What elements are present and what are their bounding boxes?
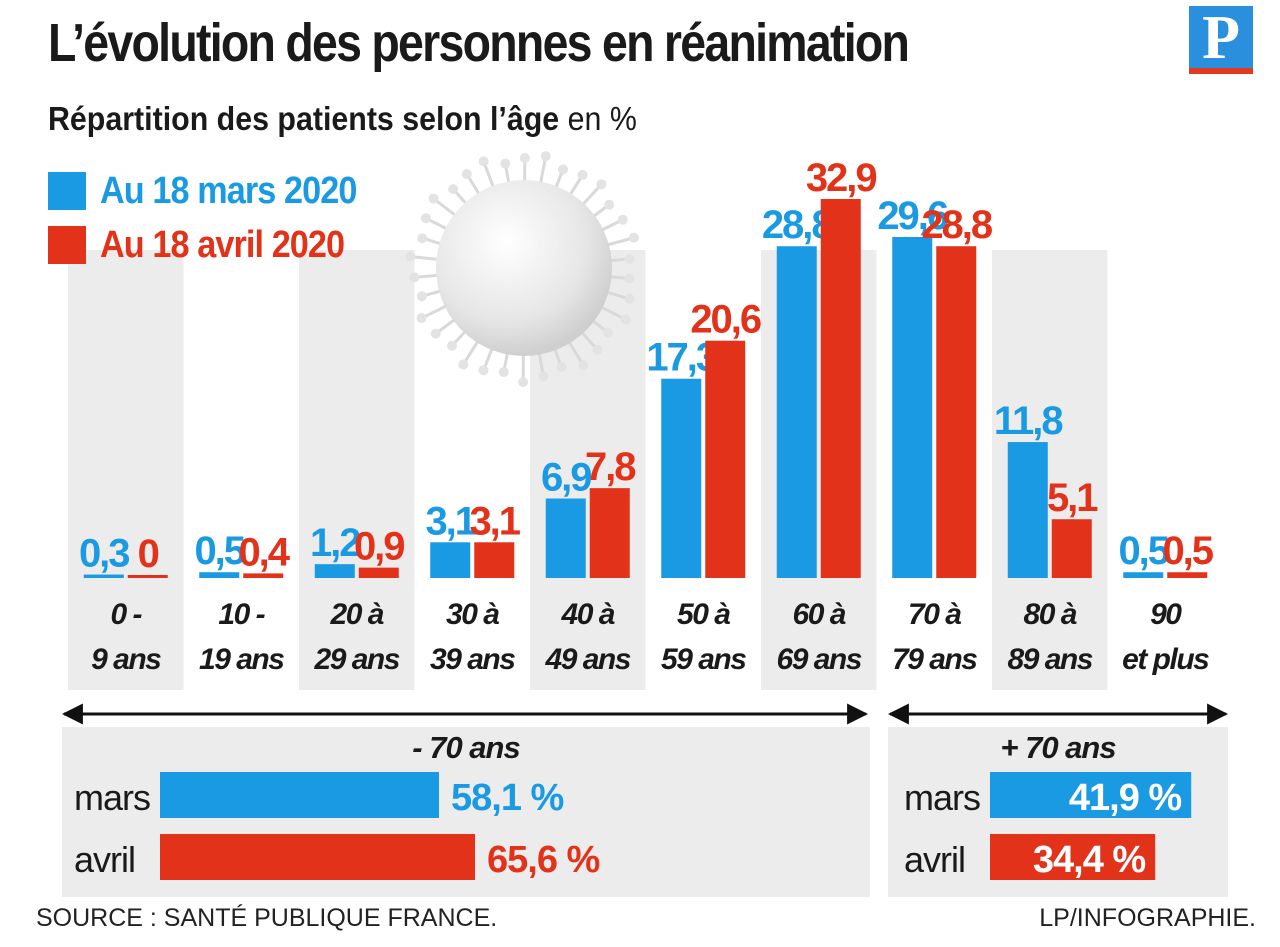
column-band — [68, 250, 184, 690]
legend-item-march: Au 18 mars 2020 — [48, 164, 385, 218]
data-label-april: 0,9 — [354, 525, 404, 569]
category-label: 50 à — [677, 598, 730, 631]
bar-march — [83, 574, 124, 578]
legend-label-april: Au 18 avril 2020 — [100, 223, 345, 266]
category-label: 89 ans — [1008, 643, 1093, 676]
category-label: 29 ans — [314, 643, 400, 676]
bar-march — [545, 498, 586, 578]
bar-march — [1007, 442, 1048, 578]
source-note: SOURCE : SANTÉ PUBLIQUE FRANCE. — [36, 904, 498, 932]
le-parisien-logo: P — [1189, 6, 1253, 70]
category-label: 30 à — [446, 598, 499, 631]
summary-value-over70-april: 34,4 % — [1033, 839, 1146, 881]
category-label: 60 à — [793, 598, 846, 631]
category-label: 10 - — [218, 598, 265, 631]
chart-subtitle: Répartition des patients selon l’âge en … — [48, 100, 637, 138]
data-label-april: 7,8 — [585, 445, 636, 489]
summary-value-over70-march: 41,9 % — [1069, 777, 1182, 819]
category-label: 80 à — [1024, 598, 1077, 631]
category-label: 69 ans — [777, 643, 862, 676]
summary-value-under70-april: 65,6 % — [487, 839, 600, 881]
data-label-march: 29,6 — [877, 194, 948, 238]
logo-underline — [1189, 68, 1253, 74]
data-label-march: 6,9 — [541, 456, 591, 500]
legend-swatch-march — [48, 172, 86, 210]
subtitle-unit: en % — [559, 100, 637, 137]
bar-march — [661, 378, 702, 578]
subtitle-main: Répartition des patients selon l’âge — [48, 100, 560, 137]
bar-march — [776, 246, 817, 578]
category-label: 39 ans — [430, 643, 515, 676]
bar-march — [199, 572, 240, 578]
category-label: 20 à — [330, 598, 384, 631]
data-label-march: 3,1 — [425, 499, 476, 543]
summary-bar-over70-april — [990, 834, 1156, 880]
legend-swatch-april — [48, 226, 86, 264]
bar-april — [243, 573, 284, 578]
over-70-label: + 70 ans — [1000, 730, 1116, 765]
data-label-april: 28,8 — [921, 203, 993, 247]
category-label: et plus — [1122, 643, 1209, 676]
data-label-march: 0,3 — [79, 532, 129, 576]
data-label-march: 11,8 — [994, 399, 1063, 443]
bar-april — [820, 199, 861, 578]
bars-group: 0,3 0 0,50,4 1,20,93,13,16,97,817,320,628,8… — [79, 156, 1216, 578]
summary-month-label: avril — [904, 839, 965, 880]
category-label: 49 ans — [545, 643, 631, 676]
data-label-april: 0,5 — [1162, 529, 1213, 573]
summary-value-under70-march: 58,1 % — [451, 777, 564, 819]
summary-bar-under70-march — [160, 772, 439, 818]
column-band — [299, 250, 415, 690]
legend-item-april: Au 18 avril 2020 — [48, 218, 385, 272]
bar-april — [705, 340, 746, 578]
legend-label-march: Au 18 mars 2020 — [100, 169, 357, 212]
bar-april — [1167, 572, 1208, 578]
bar-april — [358, 567, 399, 578]
bar-april — [936, 246, 977, 578]
bar-april — [589, 488, 630, 578]
summary-panel: - 70 ans + 70 ans mars mars 58,1 % 41,9 % avri… — [61, 703, 1229, 897]
under-70-label: - 70 ans — [412, 730, 520, 765]
category-label: 90 — [1150, 598, 1182, 631]
data-label-april: 0,4 — [238, 530, 290, 574]
data-label-march: 0,5 — [1118, 529, 1169, 573]
category-label: 0 - — [110, 598, 142, 631]
summary-month-label: avril — [74, 839, 135, 880]
bar-march — [1123, 572, 1164, 578]
bar-april — [1051, 519, 1092, 578]
bar-april — [127, 575, 168, 578]
legend: Au 18 mars 2020 Au 18 avril 2020 — [48, 164, 385, 272]
bar-march — [892, 237, 933, 578]
data-label-april: 5,1 — [1047, 476, 1098, 520]
bar-march — [430, 542, 471, 578]
data-label-march: 1,2 — [310, 521, 360, 565]
credit-note: LP/INFOGRAPHIE. — [1039, 904, 1256, 932]
chart-title: L’évolution des personnes en réanimation — [48, 13, 910, 73]
data-label-april: 32,9 — [806, 156, 877, 200]
category-labels: 0 - 9 ans 10 - 19 ans 20 à 29 ans 30 à 39 ans 40… — [91, 598, 1211, 676]
summary-month-label: mars — [904, 777, 980, 818]
virus-illustration — [405, 151, 639, 387]
data-label-march: 0,5 — [194, 529, 245, 573]
category-label: 70 à — [908, 598, 961, 631]
data-label-april: 20,6 — [690, 298, 761, 342]
data-label-april: 3,1 — [469, 499, 520, 543]
data-label-april: 0 — [138, 532, 159, 576]
summary-bar-under70-april — [160, 834, 476, 880]
category-label: 19 ans — [199, 643, 284, 676]
category-label: 9 ans — [91, 643, 161, 676]
summary-month-label: mars — [74, 777, 150, 818]
bar-april — [474, 542, 515, 578]
category-label: 79 ans — [892, 643, 977, 676]
category-label: 59 ans — [661, 643, 746, 676]
category-label: 40 à — [561, 598, 615, 631]
summary-bar-over70-march — [990, 772, 1192, 818]
bar-march — [314, 564, 355, 578]
